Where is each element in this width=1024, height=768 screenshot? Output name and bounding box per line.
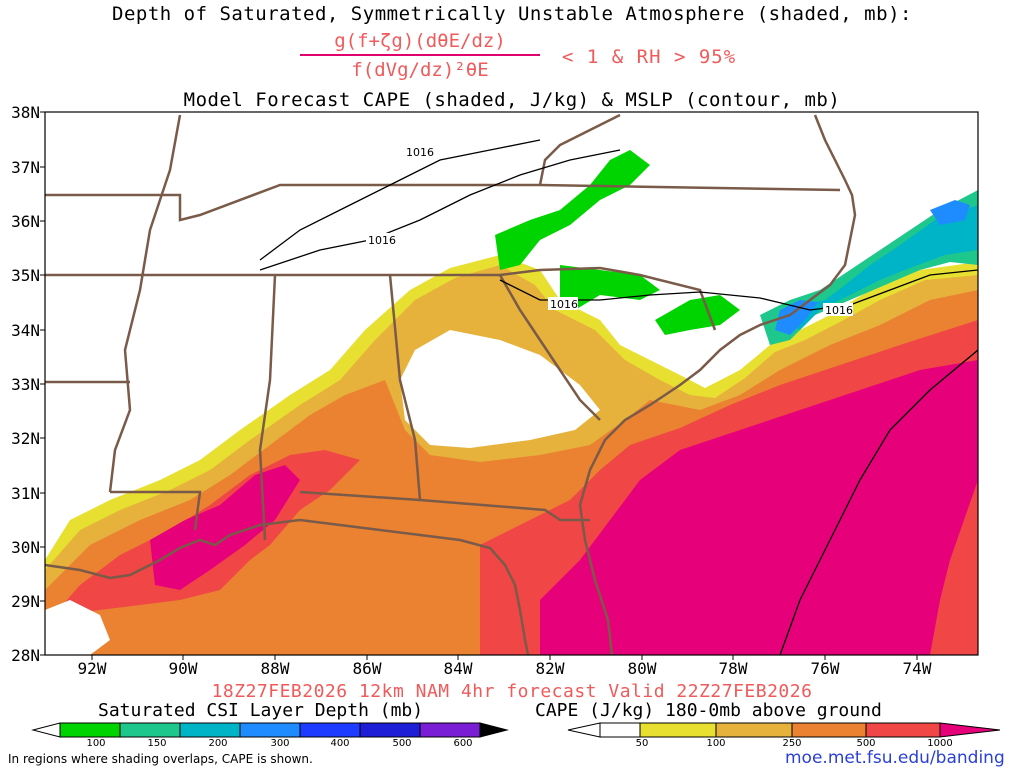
cape-1000-region: [150, 360, 978, 655]
lon-label-90w: 90W: [168, 659, 198, 678]
cape-colorbar: [567, 722, 1001, 738]
lon-label-74w: 74W: [902, 659, 932, 678]
mslp-contour-c: [499, 269, 978, 311]
lat-label-31n: 31N: [11, 484, 40, 503]
axis-ticks: [40, 111, 918, 660]
title-line-3: Model Forecast CAPE (shaded, J/kg) & MSL…: [183, 89, 841, 111]
cape-tick-50: 50: [635, 738, 649, 749]
state-line-ga-fl: [299, 490, 590, 522]
contour-label-3: 1016: [550, 298, 578, 311]
lon-label-76w: 76W: [810, 659, 840, 678]
mslp-contour-a: [259, 139, 541, 261]
contour-label-1: 1016: [406, 146, 434, 159]
mslp-contour-d: [779, 349, 978, 655]
csi-tick-200: 200: [208, 738, 228, 749]
cape-tick-100: 100: [706, 738, 726, 749]
forecast-valid-line: 18Z27FEB2026 12km NAM 4hr forecast Valid…: [211, 681, 813, 702]
lat-label-38n: 38N: [11, 103, 40, 122]
lat-label-32n: 32N: [11, 429, 40, 448]
formula-fraction-bar: [300, 54, 540, 56]
lat-label-29n: 29N: [11, 592, 40, 611]
lon-label-78w: 78W: [718, 659, 748, 678]
lon-label-84w: 84W: [443, 659, 473, 678]
cape-colorbar-title: CAPE (J/kg) 180-0mb above ground: [535, 700, 882, 721]
footnote: In regions where shading overlaps, CAPE …: [8, 752, 313, 766]
contour-label-4: 1016: [825, 304, 853, 317]
stability-formula: g(f+ζg)(dθE/dz) f(dVg/dz)²θE: [300, 30, 540, 81]
condition-text: < 1 & RH > 95%: [562, 46, 737, 68]
lat-label-28n: 28N: [11, 646, 40, 665]
lat-label-36n: 36N: [11, 212, 40, 231]
coastline-east: [578, 114, 857, 655]
contour-label-2: 1016: [368, 234, 396, 247]
csi-tick-150: 150: [147, 738, 167, 749]
state-line-ms-al: [258, 274, 277, 541]
boundaries: [45, 113, 857, 655]
csi-colorbar-title: Saturated CSI Layer Depth (mb): [98, 700, 424, 721]
website-link[interactable]: moe.met.fsu.edu/banding: [785, 748, 1005, 768]
csi-300-region: [775, 205, 978, 330]
cape-gap-georgia: [400, 330, 600, 448]
csi-tick-500: 500: [392, 738, 412, 749]
lat-label-37n: 37N: [11, 158, 40, 177]
formula-numerator: g(f+ζg)(dθE/dz): [334, 30, 506, 52]
csi-colorbar: [31, 722, 509, 738]
lon-label-88w: 88W: [260, 659, 290, 678]
lat-label-30n: 30N: [11, 538, 40, 557]
csi-tick-300: 300: [270, 738, 290, 749]
coastline: [45, 518, 530, 655]
lon-label-86w: 86W: [352, 659, 382, 678]
csi-tick-100: 100: [86, 738, 106, 749]
cape-gap-gulf: [45, 600, 110, 655]
lat-label-33n: 33N: [11, 375, 40, 394]
lon-label-80w: 80W: [627, 659, 657, 678]
lon-label-82w: 82W: [535, 659, 565, 678]
mississippi-river: [108, 114, 182, 493]
csi-400-region: [775, 200, 970, 335]
state-line-la-ms: [110, 490, 202, 531]
csi-tick-400: 400: [330, 738, 350, 749]
lat-label-34n: 34N: [11, 321, 40, 340]
shaded-fields: 1016 1016 1016 1016: [45, 112, 978, 655]
lon-label-92w: 92W: [77, 659, 107, 678]
state-line-nc-sc: [499, 266, 717, 331]
cape-tick-500: 500: [856, 738, 876, 749]
formula-denominator: f(dVg/dz)²θE: [351, 59, 489, 81]
lat-label-35n: 35N: [11, 266, 40, 285]
mslp-contours: [259, 139, 978, 655]
state-line-ga-sc: [498, 274, 601, 421]
mslp-contour-b: [259, 149, 621, 271]
cape-tick-250: 250: [782, 738, 802, 749]
state-line-al-ga: [388, 274, 422, 501]
title-line-1: Depth of Saturated, Symmetrically Unstab…: [112, 3, 912, 25]
cape-tick-1000: 1000: [927, 738, 953, 749]
csi-tick-600: 600: [453, 738, 473, 749]
